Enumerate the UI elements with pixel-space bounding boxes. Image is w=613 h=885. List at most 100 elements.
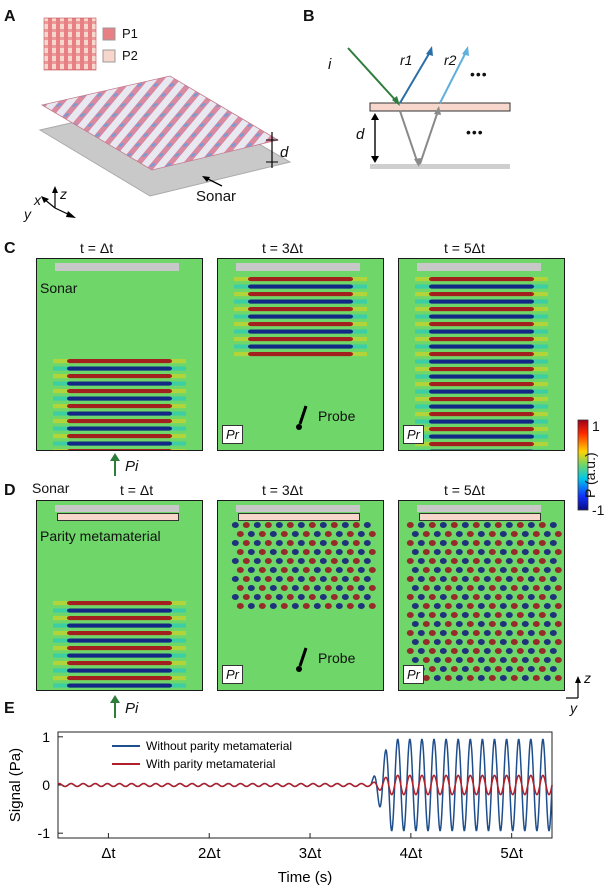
panel-d-axes (566, 676, 581, 699)
scatter-lobe (280, 585, 288, 591)
scatter-lobe (494, 540, 502, 546)
scatter-lobe (319, 594, 327, 600)
scatter-lobe (532, 531, 540, 537)
scatter-lobe (499, 639, 507, 645)
r2-label: r2 (444, 52, 457, 68)
scatter-lobe (444, 567, 452, 573)
scatter-lobe (532, 585, 540, 591)
scatter-lobe (363, 576, 371, 582)
scatter-lobe (335, 549, 343, 555)
scatter-lobe (291, 585, 299, 591)
scatter-lobe (466, 567, 474, 573)
scatter-lobe (483, 666, 491, 672)
scatter-lobe (521, 621, 529, 627)
scatter-lobe (275, 594, 283, 600)
scatter-lobe (516, 576, 524, 582)
scatter-lobe (477, 549, 485, 555)
sonar-bar (55, 263, 179, 271)
wave-band (429, 374, 534, 379)
scatter-lobe (269, 567, 277, 573)
scatter-lobe (516, 594, 524, 600)
wave-band (248, 292, 353, 297)
scatter-lobe (346, 531, 354, 537)
scatter-lobe (346, 585, 354, 591)
scatter-lobe (247, 585, 255, 591)
scatter-lobe (308, 522, 316, 528)
wave-band (67, 411, 172, 416)
scatter-lobe (439, 612, 447, 618)
scatter-lobe (455, 567, 463, 573)
scatter-lobe (439, 576, 447, 582)
scatter-lobe (236, 603, 244, 609)
scatter-lobe (275, 558, 283, 564)
series-line-1 (57, 774, 553, 796)
wave-field-c3 (415, 277, 548, 450)
scatter-lobe (417, 594, 425, 600)
scatter-lobe (302, 585, 310, 591)
scatter-lobe (543, 639, 551, 645)
scatter-lobe (357, 603, 365, 609)
scatter-lobe (532, 567, 540, 573)
scatter-lobe (428, 666, 436, 672)
scatter-lobe (313, 603, 321, 609)
pi-arrow-icon (110, 453, 120, 476)
scatter-lobe (406, 612, 414, 618)
scatter-lobe (258, 531, 266, 537)
wave-band (429, 307, 534, 312)
scatter-lobe (538, 666, 546, 672)
pr-badge: Pr (222, 665, 243, 684)
scatter-lobe (346, 549, 354, 555)
scatter-lobe (275, 576, 283, 582)
scatter-lobe (450, 540, 458, 546)
scatter-lobe (253, 594, 261, 600)
sonar-surface (370, 164, 510, 169)
scatter-lobe (510, 567, 518, 573)
wave-band (429, 352, 534, 357)
probe-icon (296, 405, 308, 430)
scatter-lobe (302, 603, 310, 609)
scatter-lobe (532, 639, 540, 645)
scatter-lobe (341, 522, 349, 528)
scatter-lobe (269, 603, 277, 609)
scatter-lobe (543, 675, 551, 681)
scatter-lobe (554, 531, 562, 537)
scatter-lobe (538, 522, 546, 528)
scatter-lobe (357, 567, 365, 573)
scatter-lobe (444, 675, 452, 681)
scatter-lobe (488, 603, 496, 609)
scatter-lobe (510, 621, 518, 627)
scatter-lobe (368, 585, 376, 591)
scatter-lobe (477, 639, 485, 645)
legend-p2-label: P2 (122, 48, 138, 63)
scatter-lobe (455, 675, 463, 681)
scatter-lobe (319, 522, 327, 528)
scatter-lobe (483, 594, 491, 600)
scatter-lobe (253, 558, 261, 564)
scatter-lobe (324, 567, 332, 573)
scatter-lobe (554, 549, 562, 555)
scatter-lobe (505, 630, 513, 636)
wave-band (67, 668, 172, 673)
axis-z-label: z (60, 186, 67, 202)
scatter-lobe (461, 648, 469, 654)
scatter-lobe (319, 576, 327, 582)
scatter-lobe (505, 558, 513, 564)
panel-d-pi-label: Pi (125, 700, 139, 717)
scatter-lobe (308, 540, 316, 546)
scatter-lobe (538, 594, 546, 600)
scatter-lobe (494, 594, 502, 600)
scatter-lobe (286, 522, 294, 528)
wave-band (429, 434, 534, 439)
legend-p1-label: P1 (122, 26, 138, 41)
wave-band (430, 449, 533, 450)
scatter-lobe (417, 522, 425, 528)
scatter-lobe (532, 603, 540, 609)
scatter-lobe (411, 621, 419, 627)
scatter-lobe (450, 594, 458, 600)
scatter-lobe (302, 531, 310, 537)
scatter-lobe (428, 558, 436, 564)
panel-letter-a: A (4, 8, 16, 25)
scatter-lobe (242, 540, 250, 546)
wave-band (248, 352, 353, 357)
scatter-lobe (521, 675, 529, 681)
